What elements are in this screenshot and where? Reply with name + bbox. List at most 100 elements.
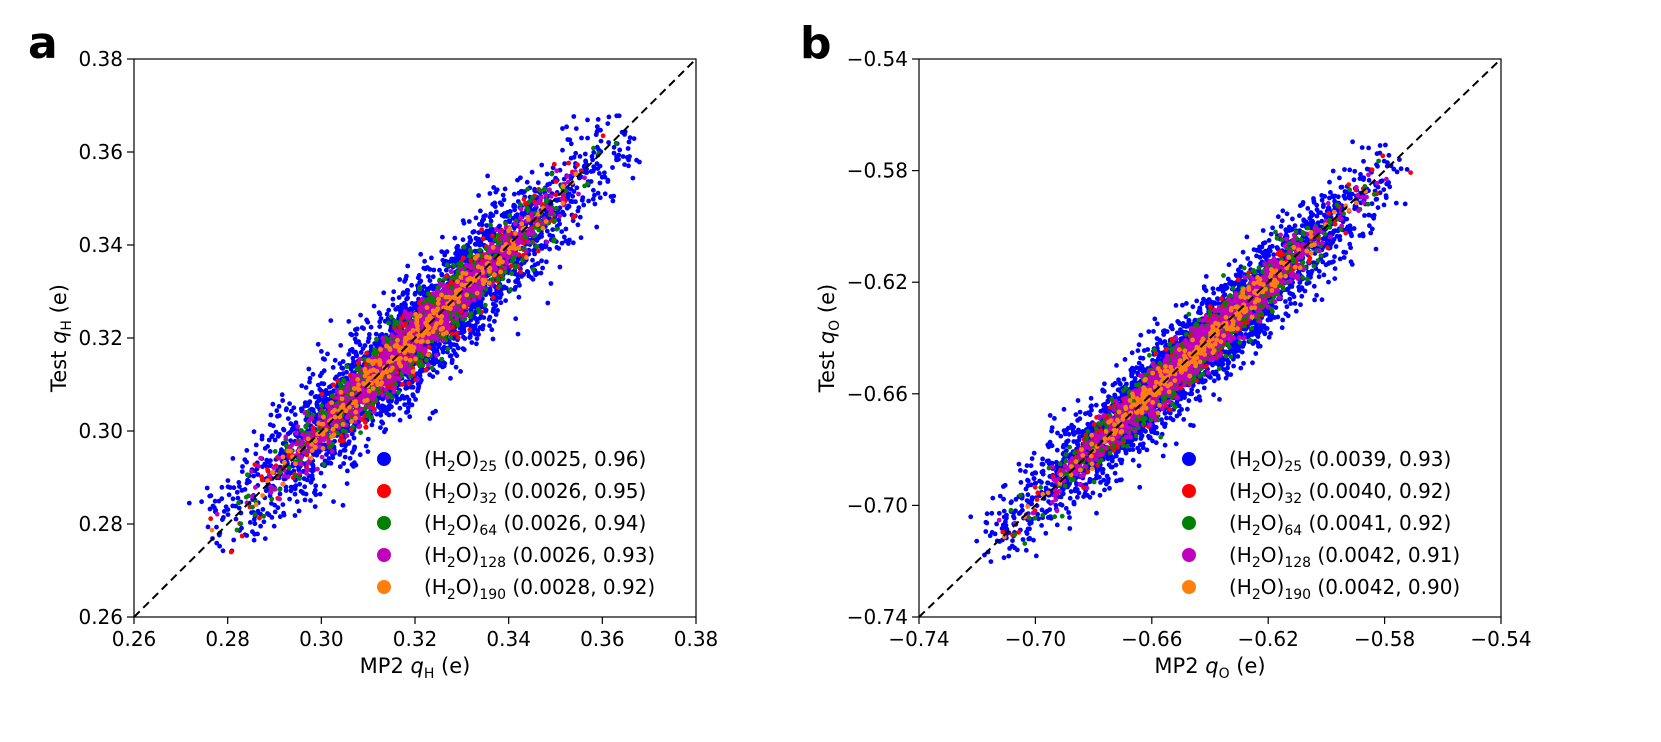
data-point (427, 267, 433, 272)
data-point (402, 402, 407, 407)
data-point (405, 263, 411, 269)
data-point (353, 331, 359, 337)
data-point (297, 476, 302, 481)
data-point (449, 256, 455, 262)
data-point (230, 456, 236, 461)
data-point (344, 364, 350, 370)
data-point (493, 209, 499, 215)
data-point (342, 454, 348, 460)
data-point (302, 497, 308, 503)
data-point (425, 291, 431, 297)
data-point (627, 154, 632, 159)
data-point (400, 290, 406, 296)
data-point (553, 179, 559, 184)
data-point (526, 239, 531, 245)
data-point (547, 187, 552, 193)
data-point (368, 324, 374, 330)
data-point (315, 403, 320, 409)
data-point (398, 306, 404, 312)
data-point (303, 385, 309, 390)
data-point (322, 442, 327, 448)
data-point (515, 177, 520, 183)
data-point (315, 341, 321, 347)
data-point (626, 163, 631, 169)
data-point (260, 507, 266, 512)
data-point (360, 346, 366, 351)
data-point (268, 458, 273, 463)
data-point (433, 356, 438, 362)
data-point (346, 319, 352, 324)
data-point (508, 263, 514, 269)
data-point (341, 461, 347, 466)
data-point (474, 336, 480, 341)
data-point (288, 438, 293, 443)
data-point (346, 352, 352, 357)
data-point (483, 307, 489, 313)
data-point (225, 507, 231, 512)
data-point (575, 208, 581, 214)
data-point (291, 405, 297, 411)
data-point (490, 295, 496, 301)
data-point (542, 186, 547, 192)
data-point (272, 437, 278, 443)
data-point (259, 477, 265, 483)
data-point (588, 179, 594, 184)
data-point (358, 350, 364, 355)
data-point (401, 396, 407, 401)
data-point (630, 175, 636, 181)
data-point (535, 248, 541, 254)
data-point (560, 126, 565, 131)
data-point (384, 311, 390, 317)
data-point (524, 248, 529, 254)
data-point (392, 370, 398, 375)
data-point (400, 382, 405, 387)
data-point (245, 472, 250, 478)
data-point (570, 193, 576, 199)
data-point (288, 484, 294, 490)
data-point (416, 385, 421, 391)
data-point (264, 457, 270, 463)
data-point (321, 462, 327, 467)
data-point (270, 423, 276, 429)
data-point (340, 371, 346, 377)
data-point (445, 346, 451, 352)
data-point (269, 501, 274, 506)
data-point (317, 491, 323, 497)
data-point (391, 412, 396, 417)
data-point (310, 371, 316, 377)
data-point (573, 126, 579, 131)
data-point (399, 316, 404, 321)
data-point (228, 549, 234, 555)
data-point (479, 227, 485, 233)
data-point (610, 165, 615, 170)
data-point (560, 209, 565, 215)
data-point (495, 308, 500, 313)
data-point (322, 357, 327, 362)
data-point (304, 477, 310, 483)
data-point (390, 302, 396, 308)
data-point (490, 336, 496, 342)
data-point (355, 360, 361, 366)
data-point (503, 298, 508, 303)
data-point (570, 240, 576, 246)
data-point (480, 236, 486, 242)
data-point (359, 325, 365, 330)
data-point (378, 425, 383, 430)
data-point (563, 226, 569, 232)
data-point (331, 499, 336, 504)
data-point (584, 170, 590, 175)
data-point (466, 219, 472, 224)
data-point (352, 444, 357, 450)
data-point (388, 314, 394, 320)
data-point (526, 273, 532, 279)
data-point (595, 190, 601, 196)
data-point (408, 306, 413, 312)
data-point (244, 448, 250, 453)
data-point (484, 223, 490, 228)
data-point (557, 264, 563, 270)
data-point (536, 227, 542, 233)
data-point (270, 401, 276, 407)
data-point (319, 403, 324, 409)
data-point (434, 352, 439, 358)
data-point (472, 315, 477, 321)
